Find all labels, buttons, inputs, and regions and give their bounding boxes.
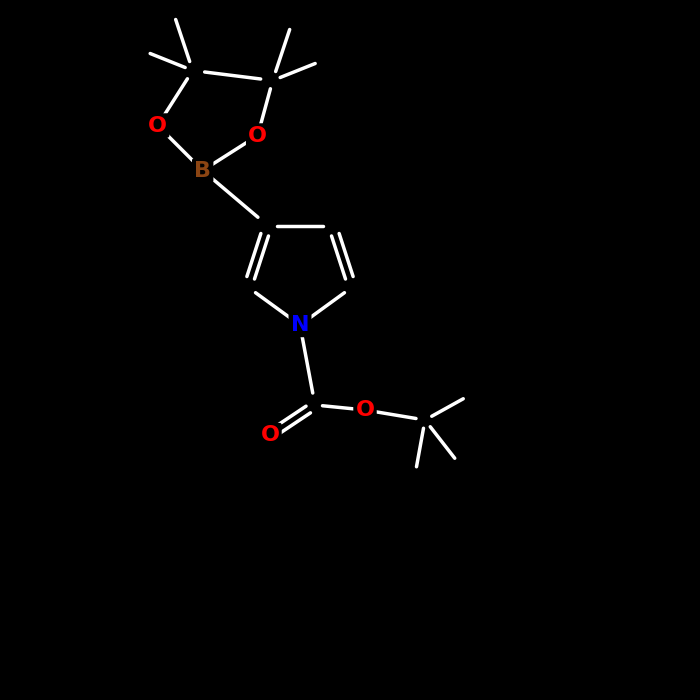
Text: O: O [148, 116, 167, 136]
Text: O: O [260, 425, 279, 445]
Text: O: O [356, 400, 375, 420]
Text: B: B [194, 160, 211, 181]
Text: N: N [290, 315, 309, 335]
Text: O: O [248, 125, 267, 146]
